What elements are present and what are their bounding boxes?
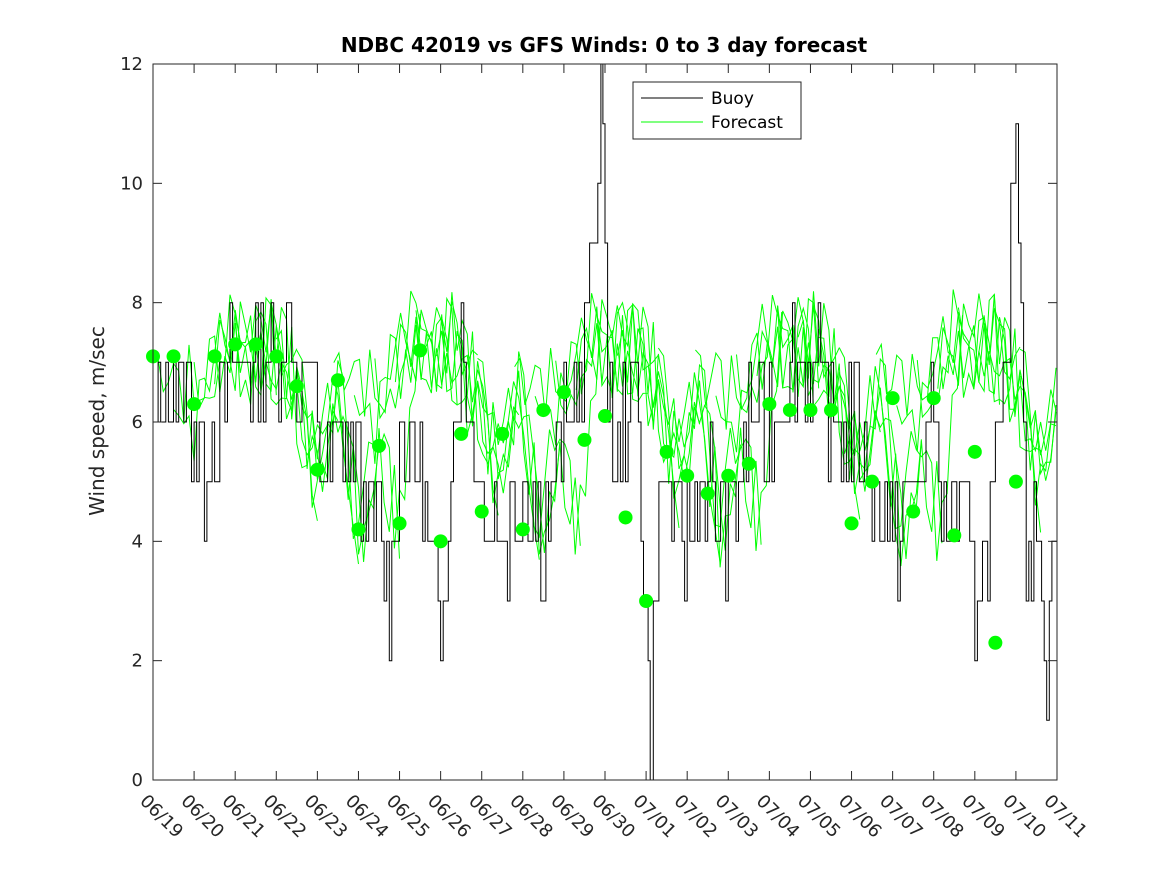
- forecast-point: [598, 409, 612, 424]
- forecast-point: [906, 504, 921, 519]
- forecast-point: [782, 403, 797, 418]
- x-tick-label: 07/08: [916, 791, 968, 843]
- forecast-point: [947, 528, 962, 543]
- forecast-point: [433, 534, 448, 549]
- x-tick-label: 06/27: [464, 791, 516, 843]
- forecast-line: [436, 292, 561, 555]
- x-tick-label: 07/03: [711, 791, 763, 843]
- x-tick-label: 06/19: [135, 791, 187, 843]
- forecast-line: [374, 290, 499, 516]
- x-tick-label: 06/30: [587, 791, 639, 843]
- forecast-point: [988, 635, 1003, 650]
- forecast-point: [310, 462, 325, 477]
- x-tick-label: 06/29: [546, 791, 598, 843]
- forecast-line: [818, 336, 943, 559]
- legend-forecast-label: Forecast: [711, 113, 783, 133]
- forecast-line: [333, 296, 458, 417]
- forecast-point: [351, 522, 366, 537]
- forecast-point: [680, 468, 695, 483]
- forecast-point: [700, 486, 715, 501]
- forecast-point: [762, 397, 777, 412]
- forecast-line: [477, 310, 602, 555]
- x-tick-label: 07/10: [998, 791, 1050, 843]
- forecast-point: [618, 510, 633, 525]
- forecast-line: [957, 307, 1057, 453]
- forecast-point: [289, 379, 304, 394]
- forecast-point: [474, 504, 489, 519]
- legend: Buoy Forecast: [632, 81, 802, 140]
- y-tick-label: 8: [132, 293, 143, 314]
- forecast-line: [456, 334, 581, 554]
- forecast-point: [228, 337, 243, 352]
- x-tick-label: 07/07: [875, 791, 927, 843]
- y-tick-label: 6: [132, 412, 143, 433]
- forecast-line: [637, 327, 762, 551]
- x-tick-label: 06/24: [341, 791, 393, 843]
- y-tick-label: 10: [120, 173, 143, 194]
- forecast-points: [146, 337, 1023, 650]
- forecast-point: [454, 426, 469, 441]
- forecast-point: [967, 444, 982, 459]
- x-tick-label: 07/01: [629, 791, 681, 843]
- forecast-point: [392, 516, 407, 531]
- forecast-point: [495, 426, 510, 441]
- x-tick-label: 06/25: [382, 791, 434, 843]
- forecast-point: [803, 403, 818, 418]
- forecast-line: [555, 293, 680, 529]
- forecast-point: [1008, 474, 1023, 489]
- forecast-line: [978, 294, 1057, 471]
- x-tick-label: 07/02: [670, 791, 722, 843]
- forecast-point: [330, 373, 345, 388]
- y-tick-label: 2: [132, 651, 143, 672]
- y-tick-label: 4: [132, 531, 143, 552]
- forecast-point: [865, 474, 880, 489]
- forecast-line: [1019, 348, 1057, 506]
- forecast-point: [413, 343, 428, 358]
- y-axis-label: Wind speed, m/sec: [85, 326, 109, 516]
- forecast-point: [741, 456, 756, 471]
- forecast-point: [659, 444, 674, 459]
- forecast-point: [248, 337, 263, 352]
- forecast-line: [394, 316, 520, 494]
- forecast-point: [207, 349, 222, 364]
- x-tick-label: 07/05: [793, 791, 845, 843]
- x-tick-label: 07/06: [834, 791, 886, 843]
- y-tick-label: 0: [132, 770, 143, 791]
- forecast-point: [639, 594, 654, 608]
- forecast-point: [536, 403, 551, 418]
- forecast-point: [926, 391, 941, 406]
- forecast-point: [556, 385, 571, 400]
- y-ticks: 0 2 4 6 8 10 12: [120, 54, 1057, 791]
- x-tick-label: 06/21: [218, 791, 270, 843]
- forecast-point: [372, 438, 386, 453]
- x-tick-label: 07/04: [752, 791, 804, 843]
- x-tick-label: 06/20: [177, 791, 229, 843]
- y-tick-label: 12: [120, 54, 143, 75]
- forecast-point: [824, 403, 838, 418]
- forecast-point: [844, 516, 859, 531]
- x-tick-label: 06/26: [423, 791, 475, 843]
- x-tick-label: 06/22: [259, 791, 311, 843]
- forecast-point: [269, 349, 284, 364]
- x-tick-label: 06/23: [300, 791, 352, 843]
- chart-title: NDBC 42019 vs GFS Winds: 0 to 3 day fore…: [341, 33, 868, 57]
- forecast-point: [721, 468, 736, 483]
- legend-box: [632, 81, 802, 140]
- forecast-point: [187, 397, 202, 412]
- x-tick-label: 07/09: [957, 791, 1009, 843]
- forecast-point: [577, 432, 592, 447]
- forecast-point: [166, 349, 181, 364]
- forecast-point: [515, 522, 530, 537]
- x-tick-label: 06/28: [505, 791, 557, 843]
- legend-buoy-label: Buoy: [711, 89, 754, 109]
- x-tick-label: 07/11: [1039, 791, 1091, 843]
- forecast-point: [885, 391, 900, 406]
